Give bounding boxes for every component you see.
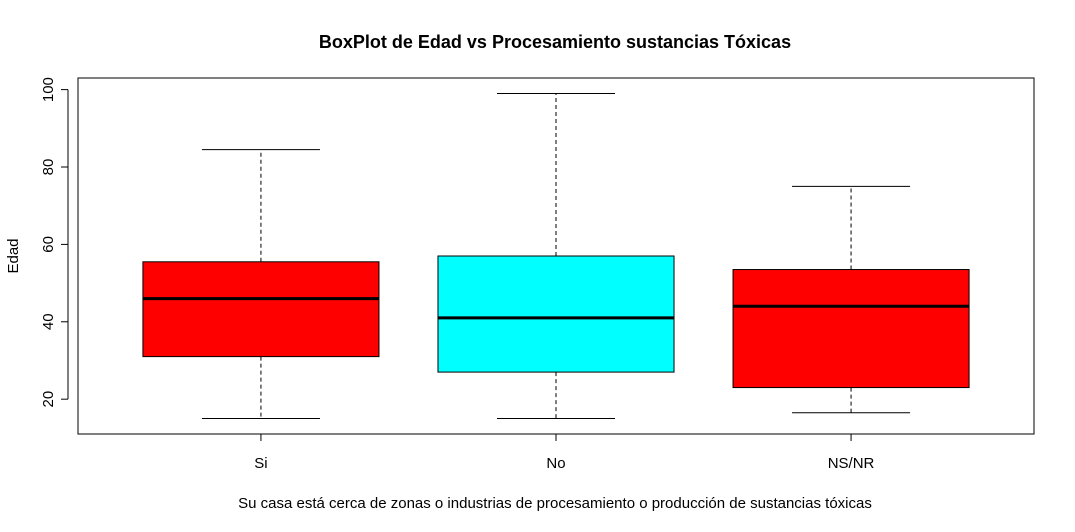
box-ns-nr <box>732 185 970 414</box>
box-si <box>142 149 380 420</box>
x-axis-label: Su casa está cerca de zonas o industrias… <box>238 495 872 512</box>
chart-title: BoxPlot de Edad vs Procesamiento sustanc… <box>319 32 791 52</box>
iqr-box <box>732 269 970 389</box>
y-tick-label: 20 <box>40 391 57 408</box>
y-axis-label: Edad <box>5 238 22 273</box>
x-axis-ticks: Si No NS/NR <box>254 434 875 472</box>
iqr-box <box>142 261 380 358</box>
y-tick-label: 40 <box>40 313 57 330</box>
boxes <box>142 92 970 420</box>
iqr-box <box>437 255 675 373</box>
y-axis: 20 40 60 80 100 <box>40 77 69 408</box>
x-tick-label: Si <box>254 455 267 472</box>
y-tick-label: 80 <box>40 159 57 176</box>
y-tick-label: 100 <box>40 77 57 102</box>
x-tick-label: No <box>546 455 565 472</box>
box-no <box>437 92 675 420</box>
x-tick-label: NS/NR <box>828 455 875 472</box>
y-tick-label: 60 <box>40 236 57 253</box>
